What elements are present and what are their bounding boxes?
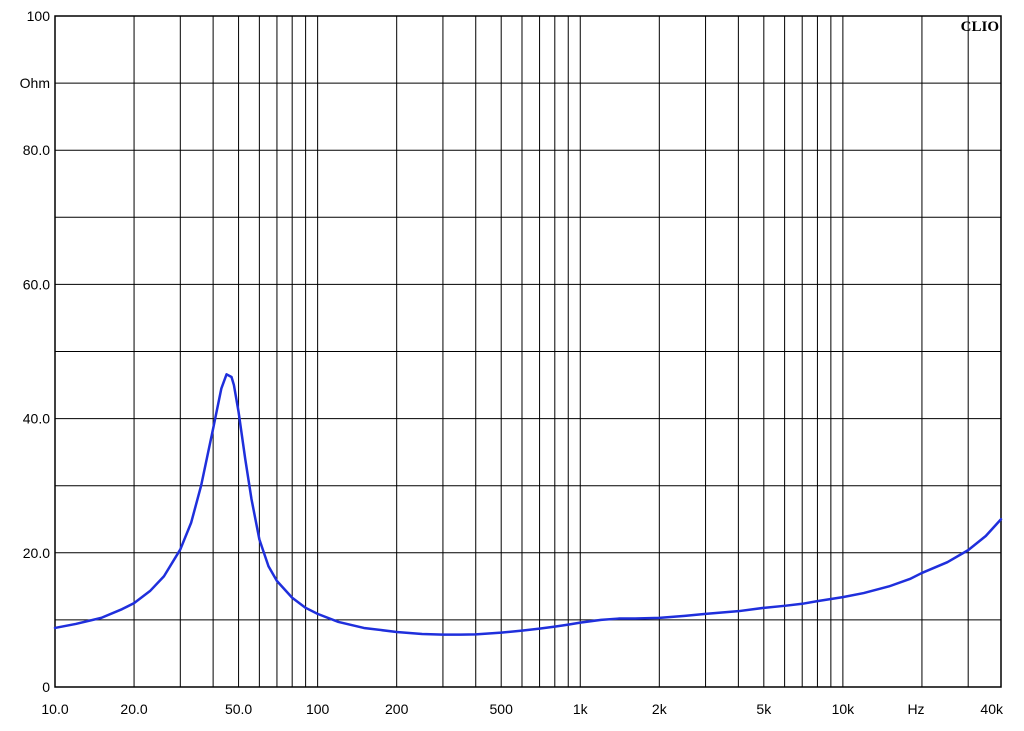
y-axis-ticks: 0 20.0 40.0 60.0 80.0 100 bbox=[23, 8, 50, 695]
y-tick-label: 100 bbox=[27, 8, 51, 24]
x-axis-ticks: 10.0 20.0 50.0 100 200 500 1k 2k 5k 10k 40k bbox=[41, 701, 1004, 717]
x-tick-label: 5k bbox=[756, 701, 772, 717]
y-axis-unit-label: Ohm bbox=[20, 75, 50, 91]
x-tick-label: 200 bbox=[385, 701, 409, 717]
x-tick-label: 10k bbox=[832, 701, 856, 717]
x-tick-label: 500 bbox=[490, 701, 514, 717]
plot-frame bbox=[54, 15, 1002, 688]
clio-brand-label: CLIO bbox=[961, 19, 999, 35]
x-tick-label: 40k bbox=[980, 701, 1004, 717]
x-tick-label: 100 bbox=[306, 701, 330, 717]
grid bbox=[55, 16, 1001, 687]
x-tick-label: 10.0 bbox=[41, 701, 68, 717]
x-tick-label: 20.0 bbox=[120, 701, 147, 717]
x-tick-label: 1k bbox=[573, 701, 589, 717]
y-tick-label: 60.0 bbox=[23, 276, 50, 292]
impedance-curve bbox=[53, 373, 1003, 636]
y-tick-label: 40.0 bbox=[23, 411, 50, 427]
x-tick-label: 2k bbox=[652, 701, 668, 717]
x-axis-unit-label: Hz bbox=[907, 701, 924, 717]
series-layer bbox=[53, 373, 1003, 636]
x-tick-label: 50.0 bbox=[225, 701, 252, 717]
y-tick-label: 0 bbox=[42, 679, 50, 695]
y-tick-label: 20.0 bbox=[23, 545, 50, 561]
y-tick-label: 80.0 bbox=[23, 142, 50, 158]
